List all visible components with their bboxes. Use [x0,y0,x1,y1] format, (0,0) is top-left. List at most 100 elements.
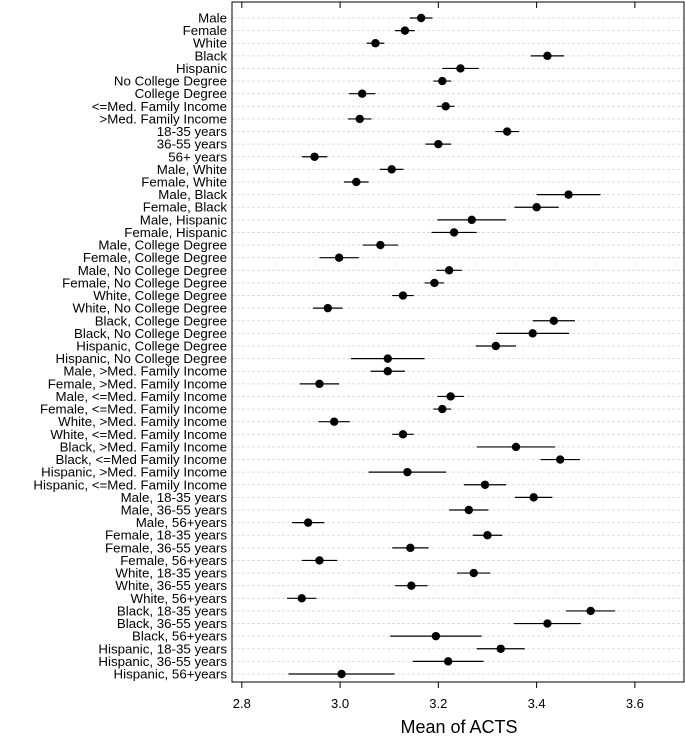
category-label: Black, 18-35 years [117,603,227,618]
category-label: Male, Black [158,187,227,202]
mean-point [444,266,454,275]
category-label: Black, 36-55 years [117,616,227,631]
mean-point [357,89,367,98]
category-label: White, >Med. Family Income [58,414,227,429]
category-label: Male, 36-55 years [121,503,228,518]
category-label: No College Degree [114,74,227,89]
category-label: <=Med. Family Income [92,99,227,114]
mean-point [549,316,559,325]
category-label: >Med. Family Income [100,111,227,126]
mean-point [443,657,453,666]
category-label: Hispanic [176,61,227,76]
category-label: Black, No College Degree [74,326,227,341]
category-label: Female, 36-55 years [105,540,227,555]
category-label: Hispanic, >Med. Family Income [41,465,227,480]
mean-point [441,102,450,111]
category-label: 56+ years [168,149,227,164]
mean-point [438,76,447,86]
x-tick-label: 3.0 [331,696,349,711]
mean-point [387,165,396,174]
x-axis-title: Mean of ACTS [400,717,517,737]
category-label: Black, >Med. Family Income [60,439,227,454]
category-label: Male [198,11,227,26]
category-label: Black, College Degree [95,313,227,328]
category-label: White, No College Degree [73,301,227,316]
x-axis-ticks: 2.8 3.0 3.2 3.4 3.6 [233,2,644,711]
mean-point [323,303,333,313]
category-label: White, <=Med. Family Income [50,427,227,442]
mean-point [430,278,439,288]
plot-panel [231,1,685,683]
category-label: Female, Black [143,200,228,215]
mean-point [564,190,573,199]
mean-point [416,13,426,23]
category-label: White [193,36,227,51]
mean-point [434,139,443,149]
mean-point [383,354,392,363]
mean-point [303,518,313,527]
mean-point [532,203,541,212]
category-label: 36-55 years [157,137,228,152]
mean-point [337,669,346,679]
mean-point [446,392,455,401]
mean-point [398,430,408,439]
mean-point [406,543,415,553]
mean-point [543,619,552,628]
mean-point [315,379,324,389]
mean-point [297,594,306,603]
mean-point [496,644,505,653]
category-label: Hispanic, <=Med. Family Income [33,477,227,492]
category-label: Female, 56+years [120,553,227,568]
category-label: Hispanic, 56+years [114,667,228,682]
category-label: Hispanic, College Degree [76,339,227,354]
category-label: Male, 18-35 years [121,490,228,505]
data-marks [287,13,616,679]
mean-point [431,631,441,641]
x-tick-label: 3.2 [429,696,447,711]
mean-point [310,152,319,161]
category-label: White, 18-35 years [115,566,227,581]
category-label: Female, 18-35 years [105,528,227,543]
gridlines [232,17,684,675]
mean-point [376,240,385,250]
category-label: White, 56+years [131,591,228,606]
category-label: Female, College Degree [83,250,227,265]
mean-point [438,404,447,414]
category-label: Hispanic, 36-55 years [98,654,227,669]
mean-point [371,39,380,48]
category-label: Male, Hispanic [140,212,228,227]
x-tick-label: 3.4 [528,696,546,711]
mean-point [407,581,416,590]
category-label: Female, No College Degree [62,275,227,290]
mean-point [586,606,595,616]
category-label: Male, >Med. Family Income [63,364,227,379]
mean-point [529,493,538,502]
category-label: Male, No College Degree [78,263,227,278]
category-label: White, 36-55 years [115,578,227,593]
category-label: Female, White [141,175,227,190]
category-label: Black, <=Med Family Income [56,452,227,467]
x-tick-label: 3.6 [626,696,644,711]
mean-point [483,531,492,540]
mean-point [383,367,392,376]
category-label: Male, <=Med. Family Income [56,389,227,404]
mean-point [334,253,344,262]
category-label: 18-35 years [157,124,228,139]
mean-point [511,442,521,452]
category-label: Female, >Med. Family Income [48,376,227,391]
mean-point [491,341,501,351]
mean-point [480,480,490,489]
category-label: Hispanic, No College Degree [56,351,227,366]
mean-point [352,177,361,187]
category-label: Male, White [157,162,227,177]
mean-point [464,505,474,515]
category-label: Hispanic, 18-35 years [98,641,227,656]
category-label: Male, College Degree [98,238,227,253]
mean-point [400,26,410,35]
category-label: Female, <=Med. Family Income [40,402,227,417]
mean-point [502,127,512,136]
mean-point [403,467,412,477]
mean-point [528,329,537,338]
mean-point [555,455,565,464]
